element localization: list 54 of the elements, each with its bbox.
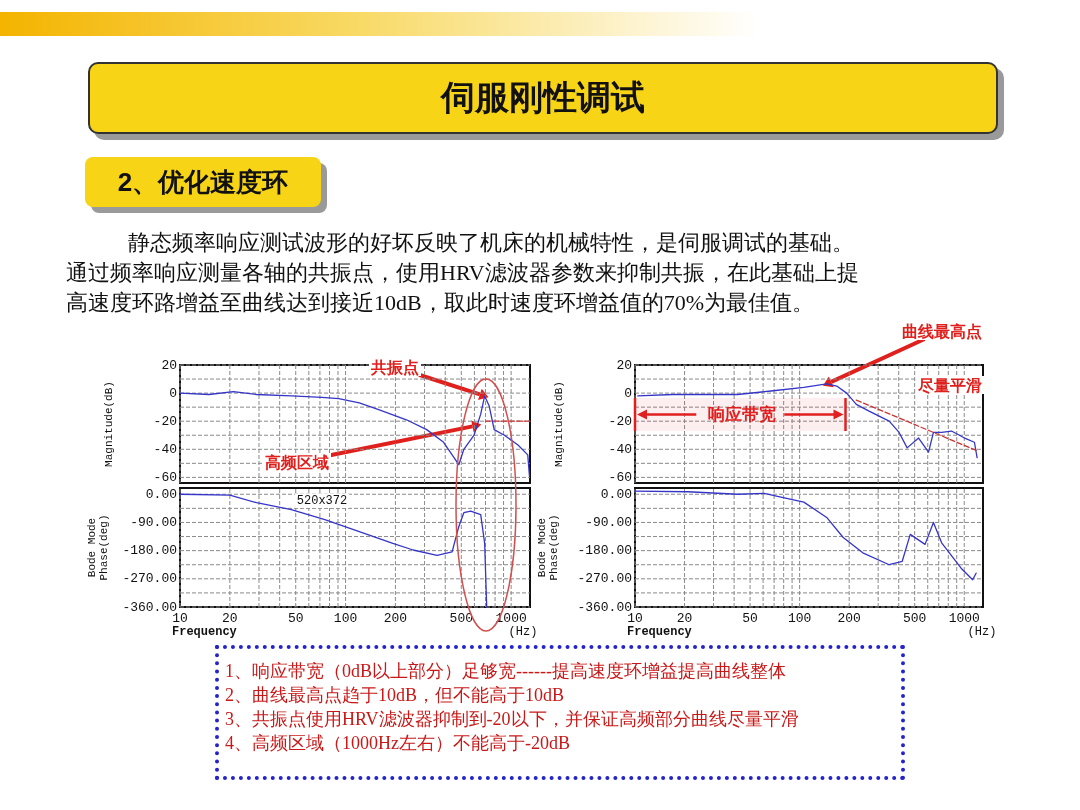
x-tick-label: 500 (449, 611, 473, 626)
x-tick-label: 500 (902, 611, 927, 626)
text: (Hz) (967, 625, 997, 639)
x-tick-label: 10 (172, 611, 188, 626)
x-tick-label: 1000 (948, 611, 980, 626)
y-tick-label: -60 (153, 469, 177, 485)
x-tick-label: 100 (787, 611, 812, 626)
y-tick-label: -40 (153, 441, 177, 457)
text: 静态频率响应测试波形的好坏反映了机床的机械特性，是伺服调试的基础。 (127, 229, 855, 257)
text: 通过频率响应测量各轴的共振点，使用HRV滤波器参数来抑制共振，在此基础上提 (66, 259, 859, 287)
y-tick-label: 0.00 (600, 486, 632, 502)
annotation: 高频区域 (265, 452, 329, 471)
y-axis-title: Magnitude(dB) (103, 381, 115, 467)
text: (Hz) (508, 625, 538, 639)
y-tick-label: -180.00 (122, 543, 177, 559)
annotation: 共振点 (370, 358, 419, 377)
y-tick-label: -180.00 (577, 543, 632, 559)
y-tick-label: -60 (608, 469, 632, 485)
y-tick-label: -90.00 (130, 514, 177, 530)
y-tick-label: -20 (153, 413, 177, 429)
text: 伺服刚性调试 (88, 62, 998, 134)
annotation: 尽量平滑 (917, 376, 982, 394)
y-tick-label: 0 (624, 385, 632, 401)
y-tick-label: -270.00 (122, 571, 177, 587)
x-tick-label: 200 (837, 611, 861, 626)
text: 高速度环路增益至曲线达到接近10dB，取此时速度环增益值的70%为最佳值。 (66, 289, 815, 317)
x-tick-label: 20 (222, 611, 238, 626)
band-label: 响应带宽 (707, 403, 778, 426)
x-tick-label: 50 (287, 611, 304, 626)
y-tick-label: 20 (161, 357, 177, 373)
x-tick-label: 10 (627, 611, 643, 626)
x-tick-label: 50 (742, 611, 758, 626)
text: 2、优化速度环 (85, 157, 321, 207)
y-tick-label: -20 (608, 413, 632, 429)
x-tick-label: 100 (333, 611, 358, 626)
text: 2、曲线最高点趋于10dB，但不能高于10dB (225, 684, 565, 707)
y-axis-title: Bode Mode Phase(deg) (536, 514, 560, 581)
x-tick-label: 20 (676, 611, 693, 626)
y-tick-label: -270.00 (577, 571, 632, 587)
y-tick-label: -40 (608, 441, 632, 457)
x-axis-title: Frequency (627, 625, 692, 639)
text: 3、共振点使用HRV滤波器抑制到-20以下，并保证高频部分曲线尽量平滑 (225, 708, 800, 731)
x-tick-label: 200 (383, 611, 408, 626)
text: 1、响应带宽（0dB以上部分）足够宽------提高速度环增益提高曲线整体 (225, 660, 787, 683)
annotation: 520x372 (296, 494, 348, 508)
y-tick-label: 0 (169, 385, 177, 401)
y-axis-title: Magnitude(dB) (553, 381, 565, 467)
y-axis-title: Bode Mode Phase(deg) (86, 514, 110, 581)
annotation: 曲线最高点 (902, 321, 982, 341)
text: 4、高频区域（1000Hz左右）不能高于-20dB (225, 732, 571, 755)
x-axis-title: Frequency (172, 625, 237, 639)
y-tick-label: 20 (616, 357, 632, 373)
y-tick-label: 0.00 (145, 486, 177, 502)
y-tick-label: -90.00 (585, 514, 632, 530)
